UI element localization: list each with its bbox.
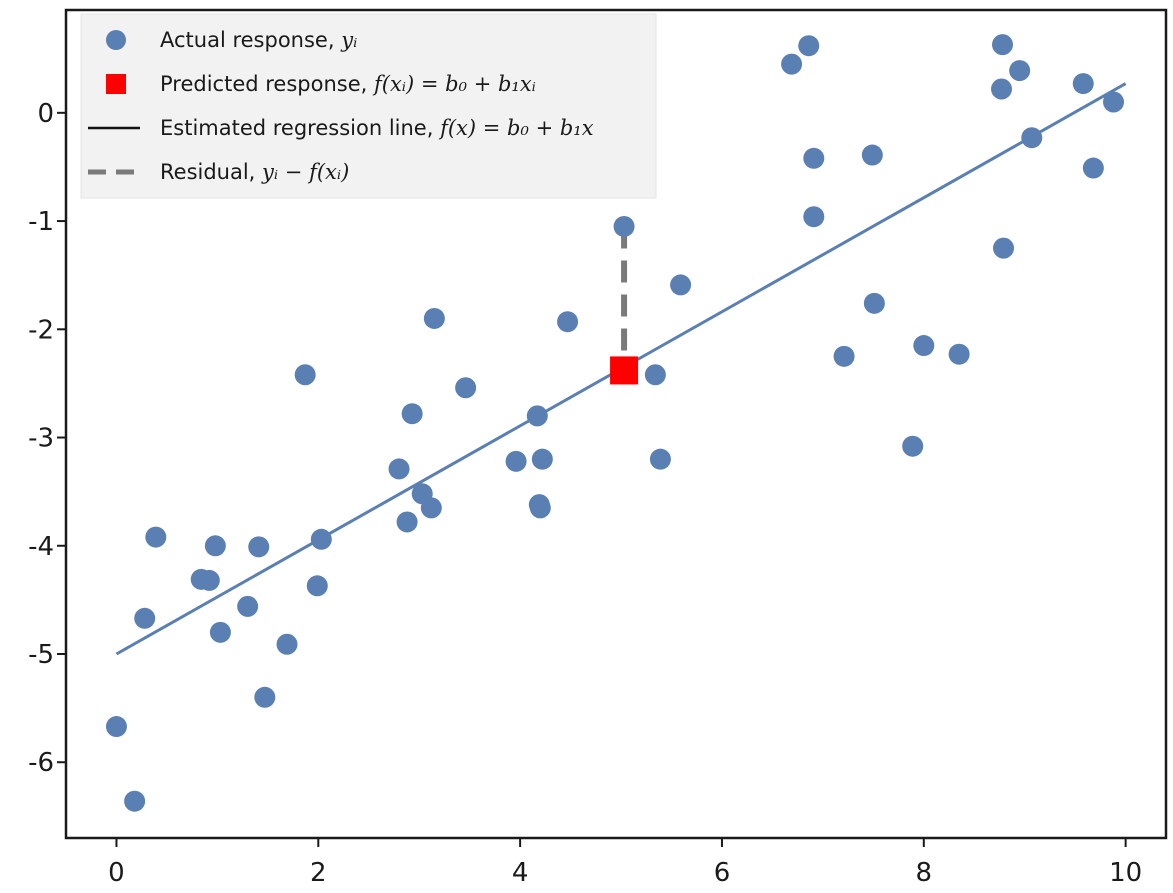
- y-tick-label: -4: [28, 532, 54, 562]
- data-point: [204, 535, 226, 557]
- data-point: [306, 575, 328, 597]
- data-point: [948, 343, 970, 365]
- data-point: [423, 307, 445, 329]
- data-point: [613, 215, 635, 237]
- x-tick-label: 2: [310, 858, 327, 888]
- data-point: [198, 569, 220, 591]
- axes-layer: [64, 8, 1168, 840]
- data-point: [557, 311, 579, 333]
- data-point: [1072, 73, 1094, 95]
- y-tick-label: -2: [28, 315, 54, 345]
- data-point: [1103, 91, 1125, 113]
- legend-label: Residual, yᵢ − f(xᵢ): [160, 160, 349, 184]
- data-point: [993, 237, 1015, 259]
- data-point: [644, 364, 666, 386]
- x-tick-label: 8: [916, 858, 933, 888]
- data-point: [248, 536, 270, 558]
- legend-box: [80, 13, 657, 199]
- plot-frame: [64, 8, 1168, 840]
- data-point: [670, 274, 692, 296]
- x-tick-label: 0: [108, 858, 125, 888]
- data-layer: [105, 34, 1127, 812]
- data-point: [396, 511, 418, 533]
- data-point: [1021, 127, 1043, 149]
- data-point: [1082, 157, 1104, 179]
- data-point: [529, 497, 551, 519]
- data-point: [145, 526, 167, 548]
- data-point: [455, 377, 477, 399]
- predicted-point: [610, 356, 639, 385]
- data-point: [649, 448, 671, 470]
- legend-label: Actual response, yᵢ: [160, 28, 357, 52]
- data-point: [833, 345, 855, 367]
- data-point: [902, 435, 924, 457]
- data-point: [803, 206, 825, 228]
- y-tick-label: -3: [28, 424, 54, 454]
- x-tick-label: 4: [512, 858, 529, 888]
- data-point: [1009, 60, 1031, 82]
- y-tick-label: -1: [28, 207, 54, 237]
- tick-layer: 0 2 4 6 8 10 0 -1 -2 -3 -4 -5 -6: [28, 99, 1142, 888]
- data-point: [420, 497, 442, 519]
- legend: Actual response, yᵢ Predicted response, f…: [80, 13, 657, 199]
- y-tick-label: -5: [28, 640, 54, 670]
- data-point: [105, 716, 127, 738]
- data-point: [913, 335, 935, 357]
- y-tick-label: -6: [28, 748, 54, 778]
- x-tick-label: 10: [1109, 858, 1142, 888]
- data-point: [863, 292, 885, 314]
- data-point: [505, 450, 527, 472]
- data-point: [781, 53, 803, 75]
- data-point: [861, 144, 883, 166]
- data-point: [254, 686, 276, 708]
- x-tick-label: 6: [714, 858, 731, 888]
- data-point: [310, 528, 332, 550]
- legend-point-icon: [106, 30, 126, 50]
- data-point: [526, 405, 548, 427]
- data-point: [991, 78, 1013, 100]
- legend-label: Estimated regression line, f(x) = b₀ + b…: [160, 116, 594, 140]
- data-point: [401, 403, 423, 425]
- data-point: [134, 607, 156, 629]
- data-point: [388, 458, 410, 480]
- data-point: [276, 633, 298, 655]
- data-point: [209, 621, 231, 643]
- data-point: [237, 595, 259, 617]
- data-point: [798, 35, 820, 57]
- data-point: [531, 448, 553, 470]
- legend-label: Predicted response, f(xᵢ) = b₀ + b₁xᵢ: [160, 72, 536, 96]
- data-point: [803, 147, 825, 169]
- data-point: [124, 790, 146, 812]
- data-point: [992, 34, 1014, 56]
- y-tick-label: 0: [37, 99, 54, 129]
- data-point: [294, 364, 316, 386]
- legend-square-icon: [106, 74, 126, 94]
